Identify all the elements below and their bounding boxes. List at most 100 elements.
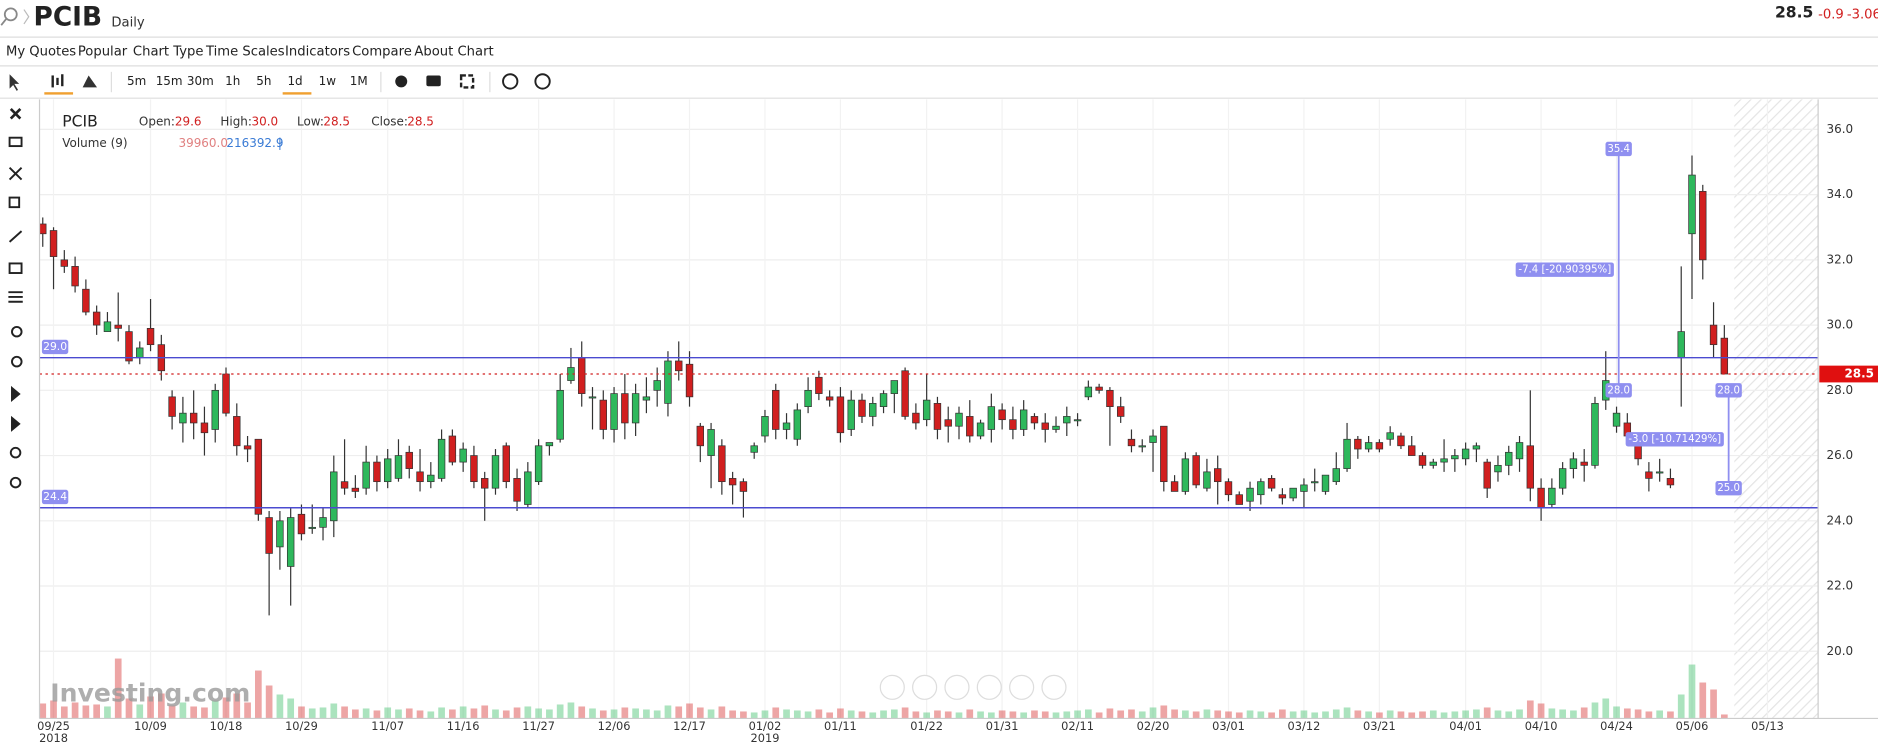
menu-item[interactable]: Popular [78,44,128,59]
menu-item[interactable]: Indicators [285,44,350,59]
candle-body [1116,406,1125,417]
area-icon[interactable] [82,75,98,88]
search-icon[interactable] [3,7,18,22]
candle-body [319,517,327,528]
volume-bar [298,706,305,719]
settings-icon[interactable] [395,75,408,88]
volume-bar [104,706,111,719]
volume-bar [157,693,165,719]
y-tick-label: 34.0 [1826,187,1853,201]
timescale[interactable]: 5h [256,74,271,88]
candle-body [955,412,963,427]
pointer-tool[interactable] [9,74,20,92]
timescale[interactable]: 1M [350,74,368,88]
tool-icon[interactable] [8,196,21,209]
candle-body [481,478,489,489]
tool-icon[interactable] [11,415,21,432]
nav-button[interactable] [912,674,938,700]
volume-bar [1548,708,1556,719]
menu-item[interactable]: Time Scales [205,44,285,59]
candle-body [1257,481,1265,496]
candle-body [1019,409,1028,430]
candle-body [1720,337,1729,375]
menu-item[interactable]: Compare [352,44,412,59]
tool-icon[interactable] [11,385,21,402]
x-tick-label: 05/06 [1676,719,1709,733]
menu-item[interactable]: Chart Type [133,44,204,59]
timescale[interactable]: 30m [187,74,214,88]
x-tick-label: 01/02 [749,719,782,733]
timescale[interactable]: 15m [156,74,183,88]
volume-bar [729,710,736,719]
x-tick-label: 02/20 [1137,719,1170,733]
fullscreen-icon[interactable] [459,74,475,89]
tool-icon[interactable] [8,136,23,148]
nav-button[interactable] [976,674,1002,700]
candle-body [912,412,920,424]
legend-value: 29.6 [175,115,202,129]
x-tick-label: 03/21 [1363,719,1396,733]
y-tick-label: 28.0 [1826,383,1853,397]
camera-icon[interactable] [426,75,441,87]
candle-body [416,471,424,483]
x-tick-label: 01/31 [986,719,1019,733]
tool-icon[interactable] [9,476,22,489]
tool-icon[interactable] [11,325,23,338]
tool-icon[interactable] [9,446,22,459]
volume-bar [1063,711,1071,719]
nav-button[interactable] [879,674,905,700]
nav-button[interactable] [1041,674,1067,700]
nav-button[interactable] [944,674,970,700]
candle-body [1214,468,1222,483]
volume-bar [740,711,747,719]
tool-icon[interactable] [8,166,23,181]
candle-body [513,478,521,502]
upload-icon[interactable] [534,73,551,90]
timescale[interactable]: 1d [287,74,302,88]
volume-bar [686,703,693,719]
menu-bar: My Quotes Popular Chart Type Time Scales Ind… [6,44,494,59]
timescale[interactable]: 1w [319,74,337,88]
tool-icon[interactable] [8,291,23,303]
tool-icon[interactable] [11,355,23,368]
tool-icon[interactable] [8,262,23,274]
download-icon[interactable] [502,73,519,90]
timescale[interactable]: 1h [225,74,240,88]
volume-bar [1473,709,1480,719]
candle-body [179,412,187,424]
volume-bar [1052,712,1060,719]
volume-bar [847,710,855,719]
change: -0.9 [1818,7,1844,22]
legend-separator: | [278,136,282,150]
candle-body [1688,174,1696,235]
menu-item[interactable]: My Quotes [6,44,76,59]
close-tool[interactable] [9,108,22,120]
line-label: 24.4 [43,490,67,503]
volume-bar [599,710,607,719]
tool-icon[interactable] [8,230,23,243]
volume-bar [1257,711,1265,719]
volume-bar [955,712,963,719]
candle-body [39,223,47,235]
volume-bar [621,707,629,719]
volume-bar [1214,710,1222,719]
candle-body [685,363,694,398]
x-tick-label: 03/01 [1212,719,1245,733]
volume-bar [1483,707,1491,719]
volume-bar [492,709,499,719]
timescale[interactable]: 5m [127,74,146,88]
volume-bar [1289,711,1297,719]
volume-bar [998,710,1006,719]
volume-bar [1268,712,1275,719]
x-tick-label: 12/17 [673,719,706,733]
nav-button[interactable] [1009,674,1035,700]
active-underline [44,92,74,95]
measure-text-box [1625,432,1724,447]
candle-body [987,406,996,430]
volume-bar [546,709,553,719]
volume-bar [524,706,532,719]
candle-body [890,380,899,394]
menu-item[interactable]: About Chart [414,44,493,59]
legend: PCIB Open: 29.6 High: 30.0 Low: 28.5 Clo… [62,113,434,151]
candles-icon[interactable] [51,74,64,88]
